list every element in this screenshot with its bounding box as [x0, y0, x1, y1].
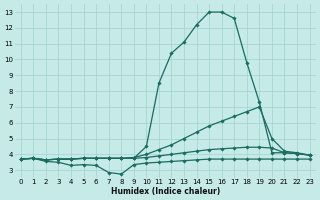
X-axis label: Humidex (Indice chaleur): Humidex (Indice chaleur) — [111, 187, 220, 196]
